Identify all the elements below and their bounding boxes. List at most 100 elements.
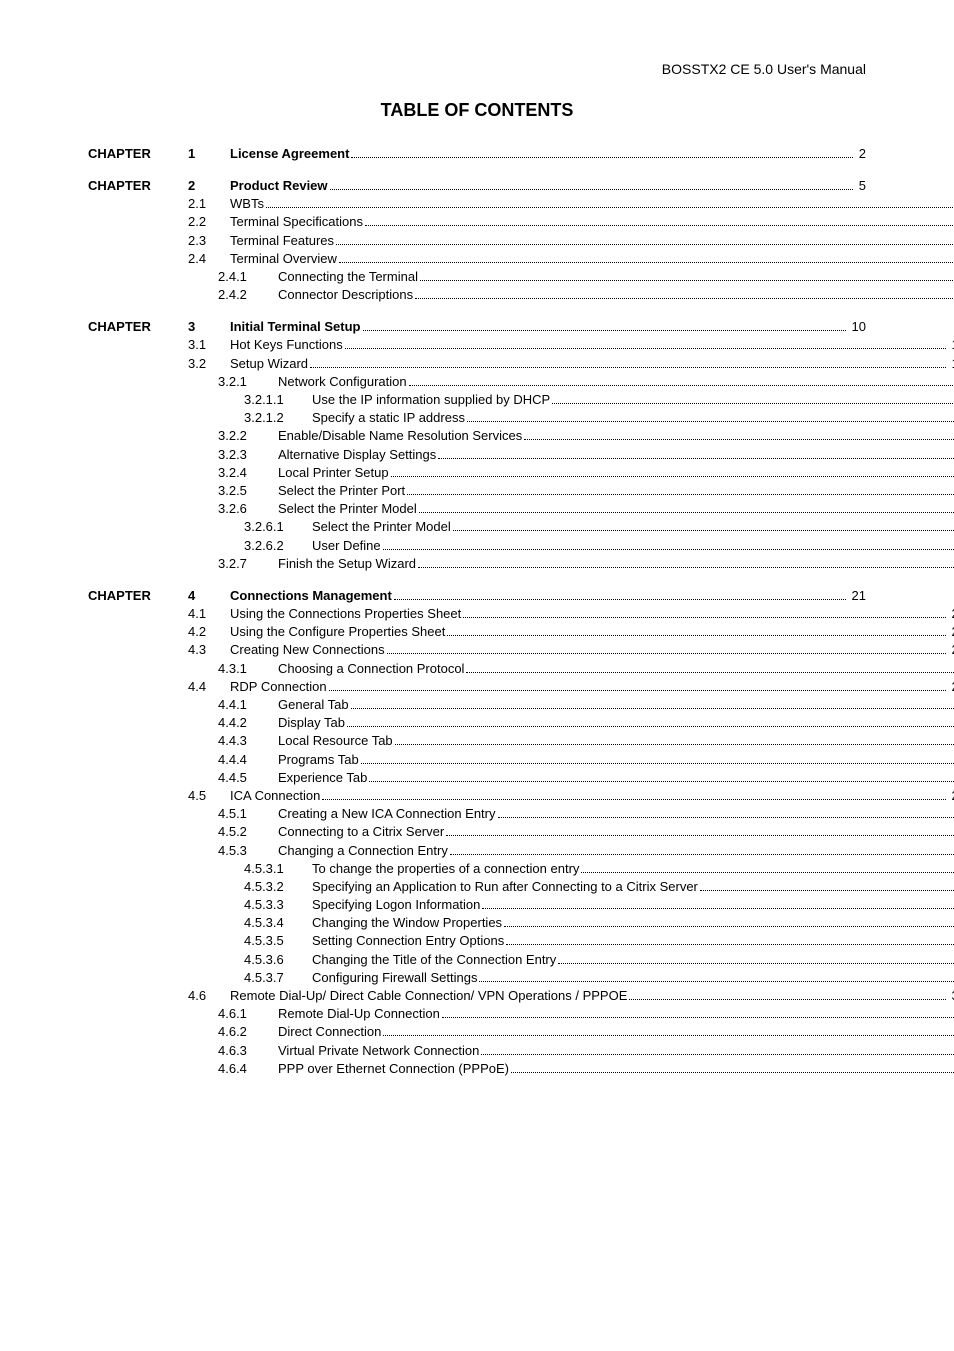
leader-dots: [345, 348, 946, 349]
leader-dots: [363, 330, 846, 331]
entry-number: 4.6.3: [218, 1042, 278, 1060]
toc-entry: 3.2.2Enable/Disable Name Resolution Serv…: [88, 427, 954, 445]
entry-number: 2.3: [188, 232, 230, 250]
toc-entry: 4.6.3Virtual Private Network Connection4…: [88, 1042, 954, 1060]
leader-dots: [498, 817, 954, 818]
leader-dots: [383, 1035, 954, 1036]
entry-title: Virtual Private Network Connection: [278, 1042, 479, 1060]
chapter-block: CHAPTER3Initial Terminal Setup103.1Hot K…: [88, 318, 866, 573]
entry-title: Terminal Features: [230, 232, 334, 250]
entry-title: PPP over Ethernet Connection (PPPoE): [278, 1060, 509, 1078]
entry-number: 4.6.4: [218, 1060, 278, 1078]
entry-title: Creating New Connections: [230, 641, 385, 659]
entry-title: Use the IP information supplied by DHCP: [312, 391, 550, 409]
toc-line: CHAPTER3Initial Terminal Setup10: [88, 318, 866, 336]
leader-dots: [438, 458, 954, 459]
page: BOSSTX2 CE 5.0 User's Manual TABLE OF CO…: [0, 0, 954, 1351]
leader-dots: [310, 367, 945, 368]
chapter-label: CHAPTER: [88, 177, 188, 195]
entry-title: Network Configuration: [278, 373, 407, 391]
entry-title: Programs Tab: [278, 751, 359, 769]
leader-dots: [418, 567, 954, 568]
entry-number: 2.4: [188, 250, 230, 268]
leader-dots: [419, 512, 954, 513]
chapter-number: 3: [188, 318, 230, 336]
entry-title: Specify a static IP address: [312, 409, 465, 427]
chapter-block: CHAPTER2Product Review52.1WBTs52.2Termin…: [88, 177, 866, 304]
leader-dots: [467, 421, 954, 422]
entry-title: General Tab: [278, 696, 349, 714]
leader-dots: [365, 225, 953, 226]
leader-dots: [329, 690, 946, 691]
entry-number: 4.5.3.2: [244, 878, 312, 896]
running-head: BOSSTX2 CE 5.0 User's Manual: [88, 60, 866, 80]
chapter-block: CHAPTER4Connections Management214.1Using…: [88, 587, 866, 1078]
toc-entry: 2.4.2Connector Descriptions7: [88, 286, 954, 304]
toc-entry: 4.5.1Creating a New ICA Connection Entry…: [88, 805, 954, 823]
entry-title: Connecting to a Citrix Server: [278, 823, 444, 841]
chapter-title: Product Review: [230, 177, 328, 195]
toc-entry: 4.4.4Programs Tab26: [88, 751, 954, 769]
leader-dots: [394, 599, 846, 600]
toc-entry: 4.5.3.6Changing the Title of the Connect…: [88, 951, 954, 969]
entry-number: 4.5.3.7: [244, 969, 312, 987]
toc-entry: 4.6.1Remote Dial-Up Connection36: [88, 1005, 954, 1023]
leader-dots: [463, 617, 945, 618]
leader-dots: [442, 1017, 954, 1018]
entry-title: Connector Descriptions: [278, 286, 413, 304]
toc-entry: 4.4.5Experience Tab26: [88, 769, 954, 787]
leader-dots: [351, 157, 852, 158]
entry-number: 2.4.2: [218, 286, 278, 304]
toc-page-number: 10: [848, 318, 866, 336]
leader-dots: [322, 799, 945, 800]
entry-title: Terminal Specifications: [230, 213, 363, 231]
entry-number: 4.5.3.5: [244, 932, 312, 950]
toc-entry: 3.2.5Select the Printer Port14: [88, 482, 954, 500]
entry-title: Hot Keys Functions: [230, 336, 343, 354]
entry-number: 3.1: [188, 336, 230, 354]
toc-entry: 3.2.6.2User Define18: [88, 537, 954, 555]
toc-entry: 3.2.3Alternative Display Settings13: [88, 446, 954, 464]
entry-number: 4.5.3.3: [244, 896, 312, 914]
toc-page-number: 21: [848, 587, 866, 605]
toc-entry: 4.5.3.3Specifying Logon Information32: [88, 896, 954, 914]
toc-entry: 4.5.3.4Changing the Window Properties32: [88, 914, 954, 932]
toc-entry: 3.1Hot Keys Functions10: [88, 336, 954, 354]
toc-entry: 2.4Terminal Overview6: [88, 250, 954, 268]
entry-number: 4.4.3: [218, 732, 278, 750]
entry-number: 2.4.1: [218, 268, 278, 286]
leader-dots: [395, 744, 954, 745]
entry-number: 4.3: [188, 641, 230, 659]
toc-entry: 4.5.3.1To change the properties of a con…: [88, 860, 954, 878]
entry-title: Setup Wizard: [230, 355, 308, 373]
leader-dots: [446, 835, 954, 836]
toc-entry: 4.5.3.7Configuring Firewall Settings34: [88, 969, 954, 987]
entry-title: RDP Connection: [230, 678, 327, 696]
entry-title: User Define: [312, 537, 381, 555]
entry-number: 4.5.3.1: [244, 860, 312, 878]
toc-heading: TABLE OF CONTENTS: [88, 98, 866, 123]
toc-body: CHAPTER1License Agreement2CHAPTER2Produc…: [88, 145, 866, 1078]
toc-page-number: 2: [855, 145, 866, 163]
leader-dots: [351, 708, 954, 709]
toc-entry: 4.6.4PPP over Ethernet Connection (PPPoE…: [88, 1060, 954, 1078]
toc-entry: 3.2Setup Wizard10: [88, 355, 954, 373]
toc-page-number: 36: [948, 987, 954, 1005]
chapter-block: CHAPTER1License Agreement2: [88, 145, 866, 163]
entry-title: Finish the Setup Wizard: [278, 555, 416, 573]
entry-number: 3.2.6.2: [244, 537, 312, 555]
toc-entry: 4.3Creating New Connections22: [88, 641, 954, 659]
toc-entry: 4.5.3.5Setting Connection Entry Options3…: [88, 932, 954, 950]
toc-line: CHAPTER4Connections Management21: [88, 587, 866, 605]
entry-number: 3.2.6: [218, 500, 278, 518]
entry-title: To change the properties of a connection…: [312, 860, 579, 878]
entry-number: 4.4.2: [218, 714, 278, 732]
entry-title: Using the Configure Properties Sheet: [230, 623, 445, 641]
entry-number: 4.5.3.4: [244, 914, 312, 932]
leader-dots: [479, 981, 954, 982]
leader-dots: [266, 207, 953, 208]
entry-title: Configuring Firewall Settings: [312, 969, 477, 987]
entry-number: 4.1: [188, 605, 230, 623]
leader-dots: [524, 439, 954, 440]
entry-number: 3.2.5: [218, 482, 278, 500]
